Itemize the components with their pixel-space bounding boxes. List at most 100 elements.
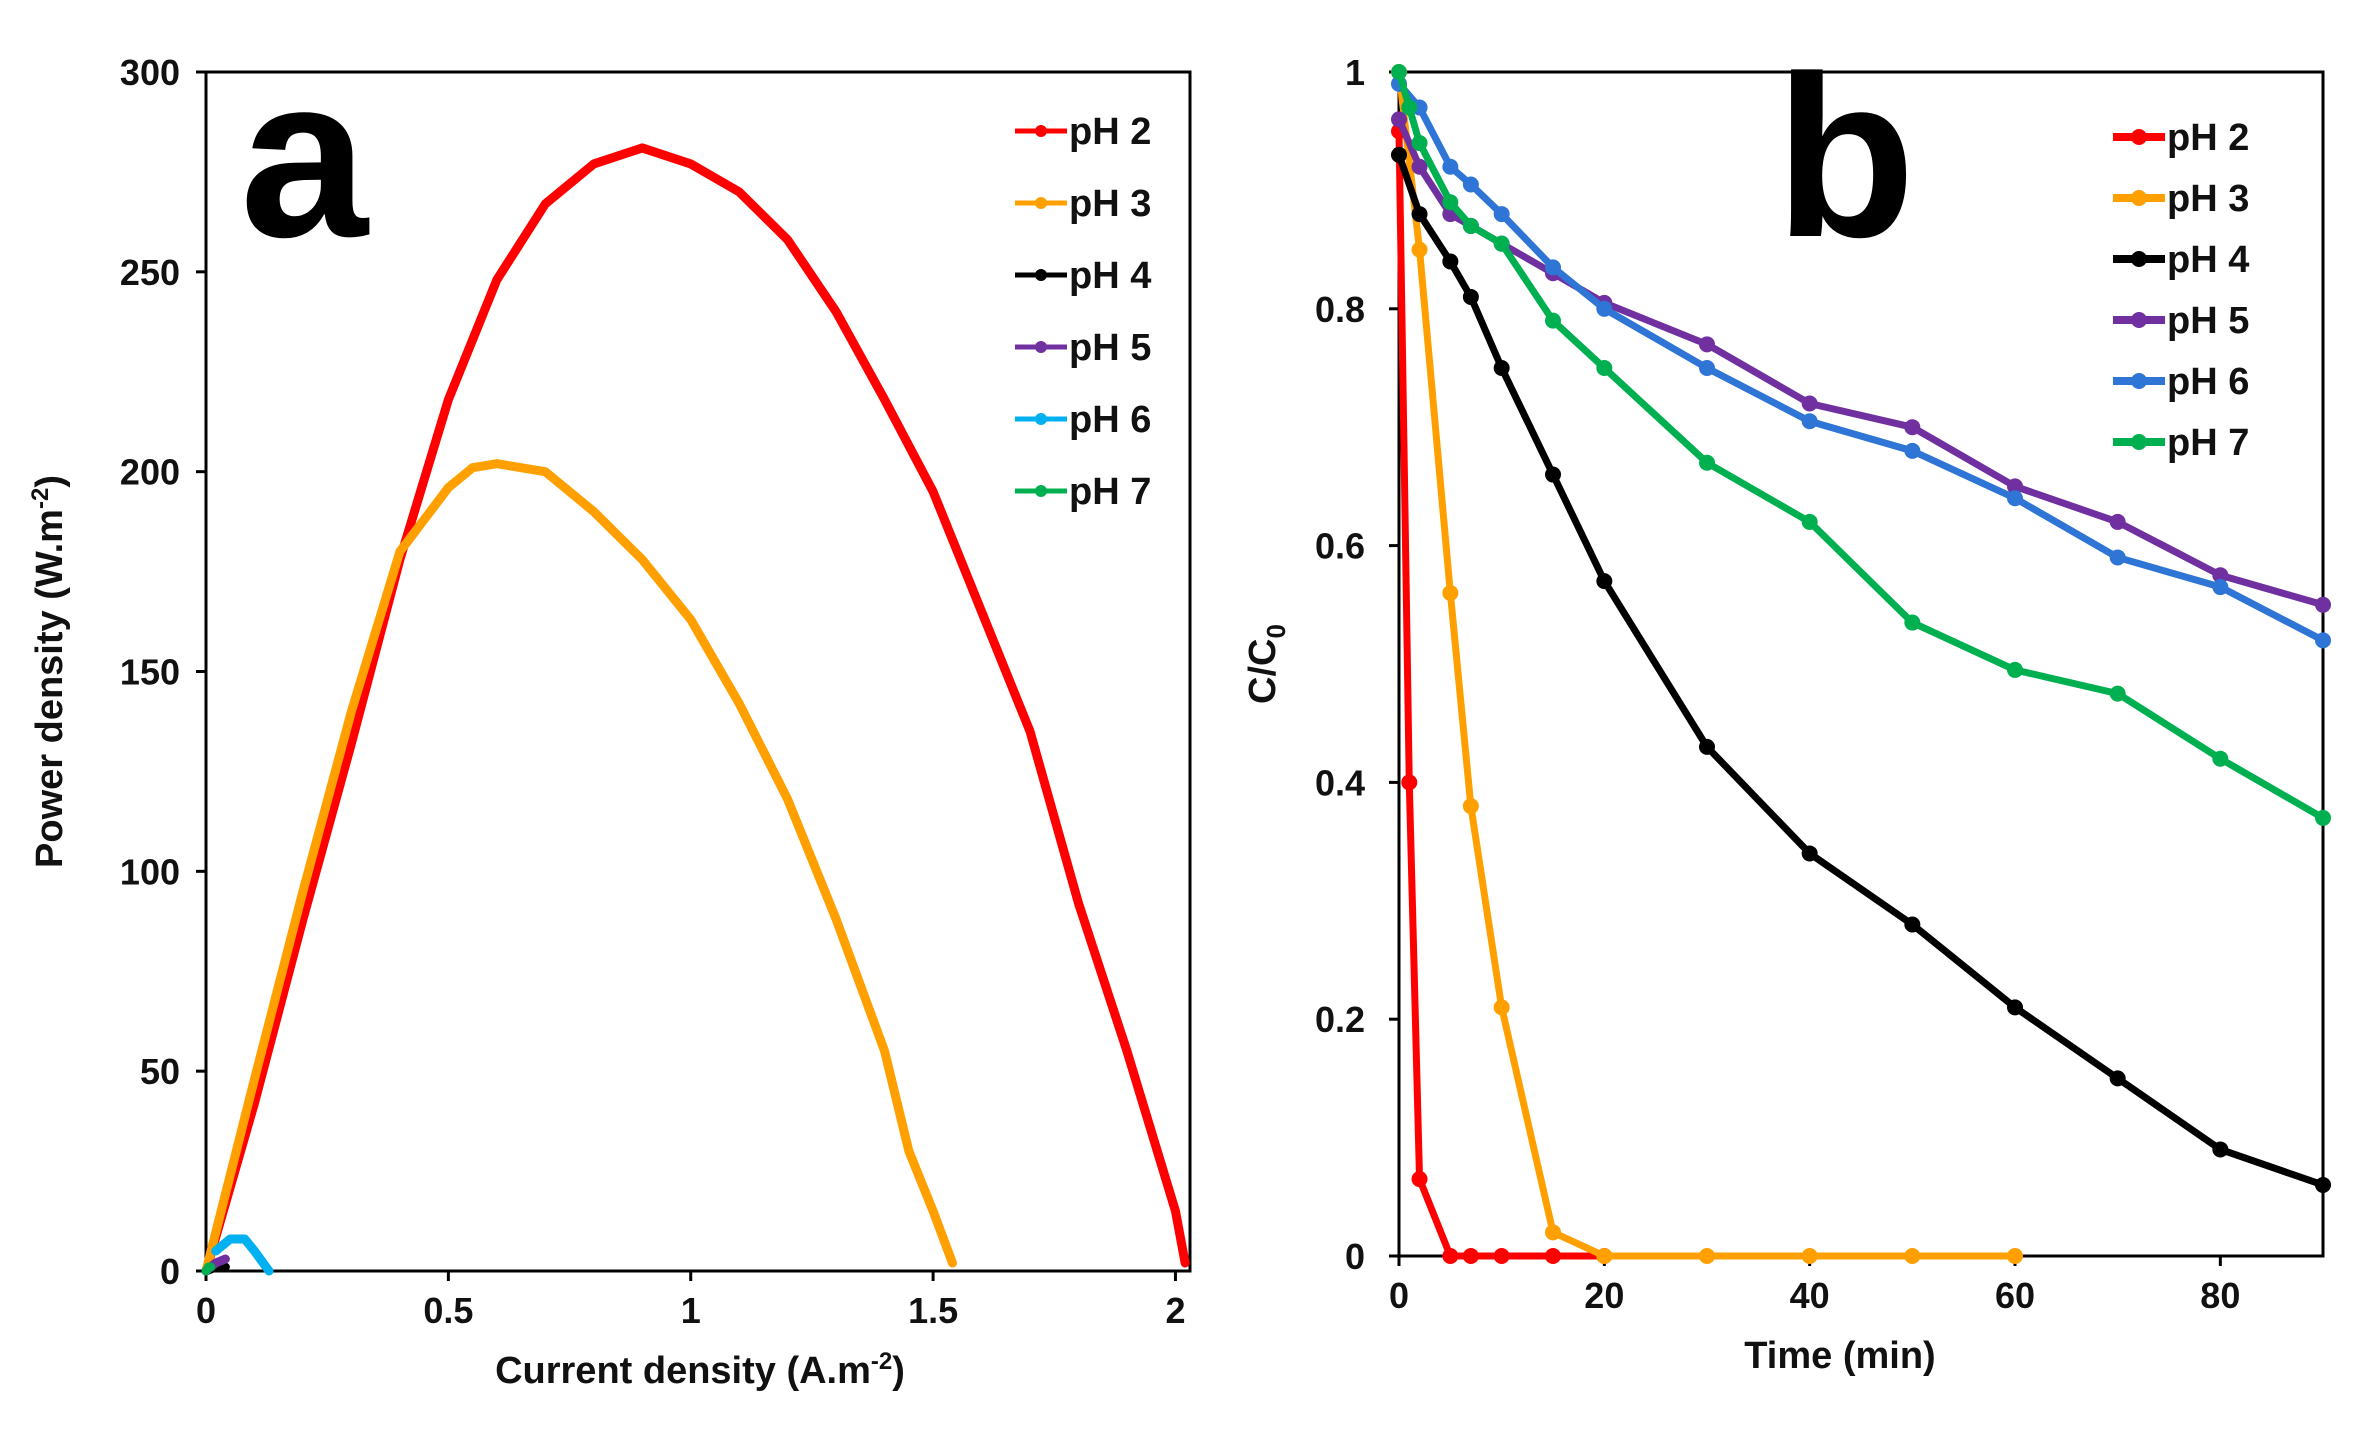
data-point	[1699, 360, 1715, 376]
chart-panel-a: 0 50 100 150 200 250 300 0 0.5 1 1.5 2 Current densi…	[27, 28, 1192, 1392]
data-point	[1596, 1248, 1613, 1264]
data-point	[2007, 478, 2023, 495]
legend-swatch-marker	[1035, 125, 1047, 137]
legend-label: pH 4	[1069, 255, 1151, 297]
legend-entry: pH 4	[1015, 255, 1151, 297]
legend-label: pH 5	[1069, 327, 1151, 369]
data-point	[1801, 395, 1818, 412]
series-line	[1395, 127, 1608, 1260]
y-tick-label: 0.6	[1315, 526, 1365, 567]
data-point	[1801, 845, 1818, 862]
legend-entry: pH 7	[2113, 422, 2249, 464]
series-line	[201, 459, 957, 1276]
legend-swatch-marker	[2131, 190, 2147, 206]
legend-entry: pH 2	[2113, 117, 2249, 159]
y-axis-label-text: C/C	[1242, 639, 1284, 704]
data-point	[1904, 442, 1921, 459]
data-point	[2315, 809, 2331, 826]
data-point	[1699, 454, 1715, 471]
legend-label: pH 3	[2167, 178, 2249, 220]
y-tick-label: 1	[1345, 52, 1365, 93]
y-tick-label: 0	[1345, 1236, 1365, 1277]
data-point	[1699, 336, 1715, 353]
legend-swatch-marker	[2131, 251, 2147, 267]
data-point	[1391, 64, 1407, 80]
series-ph-2	[201, 143, 1190, 1276]
data-point	[2007, 999, 2023, 1016]
x-axis-label: Current density (A.m-2)	[495, 1348, 905, 1392]
data-point	[1801, 1248, 1818, 1264]
data-point	[2212, 567, 2229, 584]
legend-swatch-marker	[1035, 485, 1047, 497]
y-tick-label: 0.4	[1315, 762, 1365, 803]
x-axis-label-end: )	[892, 1350, 905, 1392]
legend-swatch-marker	[1035, 197, 1047, 209]
series-ph-6	[211, 1234, 274, 1276]
legend-entry: pH 5	[1015, 327, 1151, 369]
data-point	[1493, 360, 1510, 376]
series-line	[1395, 68, 2019, 1260]
legend-swatch-marker	[2131, 373, 2147, 389]
x-tick-label: 80	[2200, 1275, 2240, 1316]
data-point	[2315, 1176, 2331, 1193]
series-ph-6	[1391, 75, 2331, 649]
x-tick-label: 60	[1995, 1275, 2035, 1316]
legend-swatch-marker	[2131, 129, 2147, 145]
legend-swatch-marker	[1035, 269, 1047, 281]
legend-entry: pH 4	[2113, 239, 2249, 281]
y-tick-label: 0	[160, 1251, 180, 1292]
data-point	[1493, 1248, 1510, 1264]
legend-swatch-marker	[2131, 434, 2147, 450]
data-point	[1442, 158, 1459, 175]
data-point	[1462, 798, 1479, 815]
series-line	[201, 143, 1190, 1276]
data-point	[1493, 999, 1510, 1016]
legend-entry: pH 7	[1015, 471, 1151, 513]
data-point	[1699, 738, 1715, 755]
data-point	[1545, 1248, 1561, 1264]
series-ph-7	[201, 1262, 216, 1276]
data-point	[2109, 1070, 2126, 1087]
data-point	[1391, 111, 1407, 128]
data-point	[1411, 241, 1428, 258]
data-point	[1545, 466, 1561, 483]
legend-entry: pH 2	[1015, 111, 1151, 153]
data-point	[1596, 360, 1613, 376]
legend-label: pH 2	[1069, 111, 1151, 153]
y-tick-label: 0.8	[1315, 289, 1365, 330]
data-point	[1801, 413, 1818, 430]
x-axis-label-text: Current density (A.m	[495, 1350, 871, 1392]
data-point	[1801, 513, 1818, 530]
x-tick-label: 1	[681, 1290, 701, 1331]
series-ph-3	[1391, 64, 2023, 1264]
data-point	[1442, 584, 1459, 601]
data-point	[1411, 158, 1428, 175]
data-point	[1442, 194, 1459, 211]
y-tick-label: 100	[120, 851, 180, 892]
series-line	[211, 1234, 274, 1276]
x-tick-label: 1.5	[908, 1290, 958, 1331]
y-tick-label: 250	[120, 252, 180, 293]
legend-entry: pH 6	[2113, 361, 2249, 403]
data-point	[1545, 312, 1561, 329]
x-tick-label: 40	[1790, 1275, 1830, 1316]
y-tick-label: 0.2	[1315, 999, 1365, 1040]
x-tick-label: 0	[196, 1290, 216, 1331]
y-tick-label: 200	[120, 452, 180, 493]
legend-entry: pH 3	[1015, 183, 1151, 225]
legend-entry: pH 6	[1015, 399, 1151, 441]
data-point	[1401, 774, 1418, 791]
x-tick-label: 0.5	[423, 1290, 473, 1331]
data-point	[1411, 206, 1428, 223]
legend-label: pH 7	[1069, 471, 1151, 513]
series-ph-7	[1391, 64, 2331, 826]
data-point	[2315, 596, 2331, 613]
data-point	[1596, 573, 1613, 590]
y-tick-label: 300	[120, 52, 180, 93]
y-axis-label-end: )	[29, 475, 71, 488]
data-point	[2007, 661, 2023, 678]
y-axis-label-sup: -2	[27, 488, 54, 509]
legend-label: pH 7	[2167, 422, 2249, 464]
data-point	[1391, 146, 1407, 163]
